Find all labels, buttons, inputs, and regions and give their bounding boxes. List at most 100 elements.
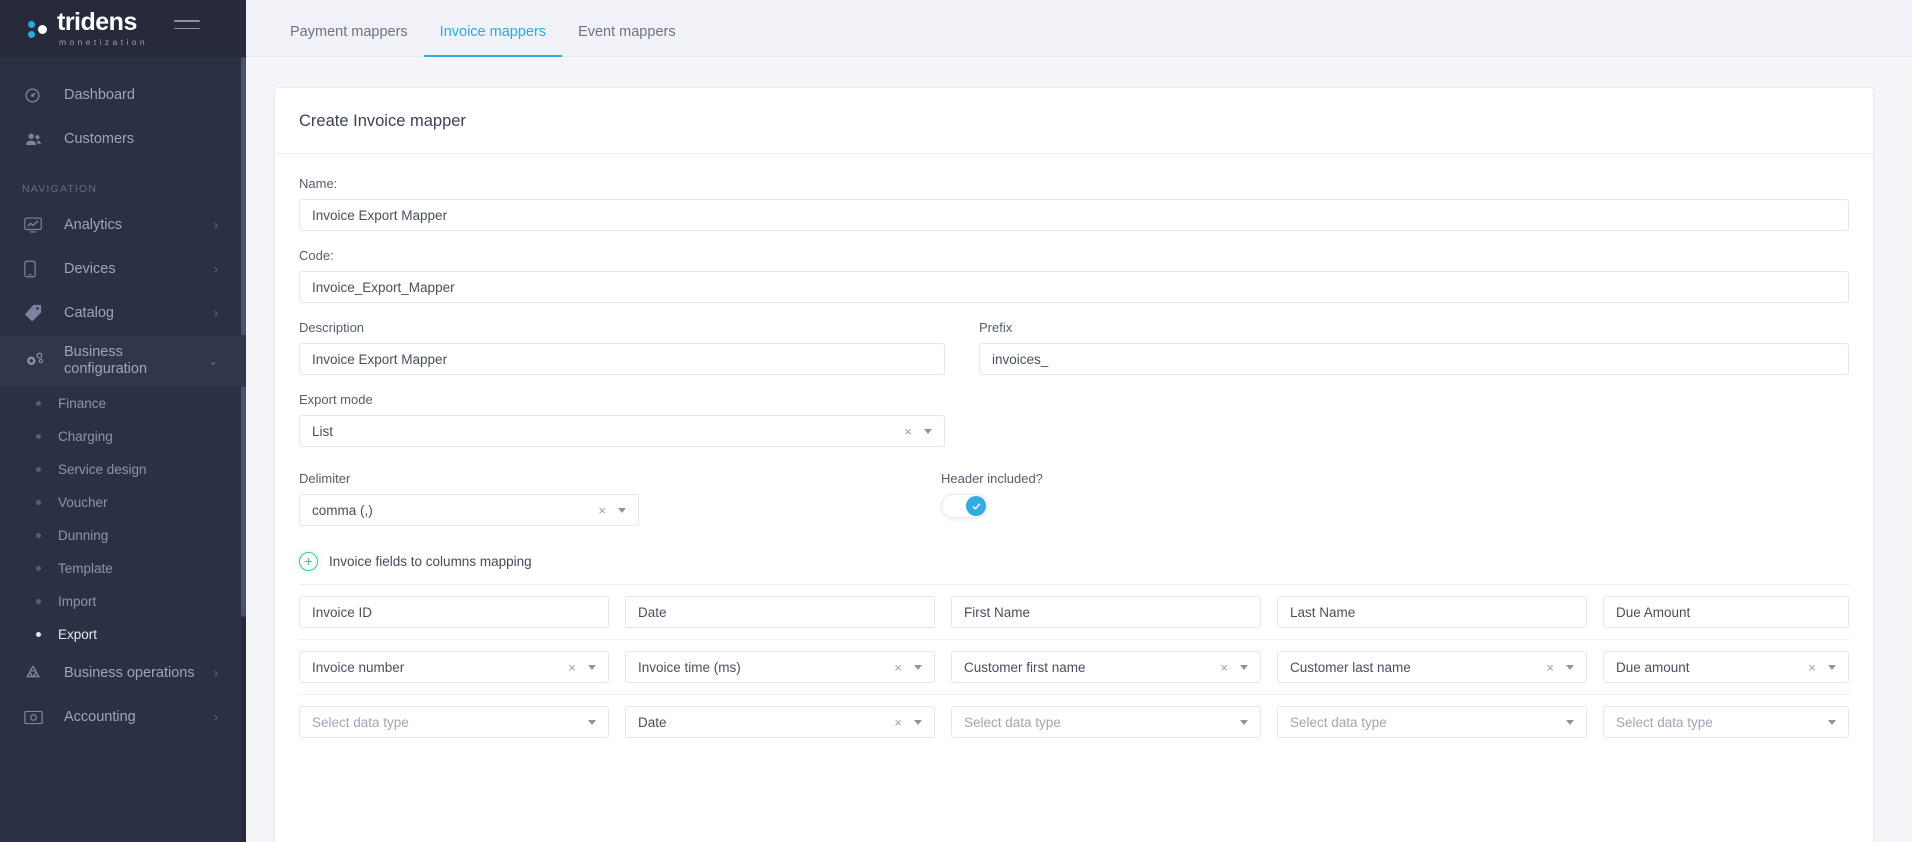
sidebar-subitem-export[interactable]: Export bbox=[0, 618, 246, 651]
sidebar-subitem-dunning[interactable]: Dunning bbox=[0, 519, 246, 552]
sidebar-subitem-import[interactable]: Import bbox=[0, 585, 246, 618]
chevron-down-icon[interactable] bbox=[1828, 664, 1836, 670]
header-included-toggle-wrap bbox=[941, 494, 1043, 518]
chevron-down-icon[interactable] bbox=[914, 719, 922, 725]
description-field-group: Description bbox=[299, 320, 945, 375]
bullet-icon bbox=[36, 566, 41, 571]
sidebar-subitem-charging[interactable]: Charging bbox=[0, 420, 246, 453]
chevron-down-icon[interactable] bbox=[1240, 719, 1248, 725]
field-select-1[interactable]: Invoice number × bbox=[299, 651, 609, 683]
clear-icon[interactable]: × bbox=[1808, 659, 1816, 675]
clear-icon[interactable]: × bbox=[1546, 659, 1554, 675]
delimiter-select[interactable]: comma (,) × bbox=[299, 494, 639, 526]
tab-invoice-mappers[interactable]: Invoice mappers bbox=[423, 24, 563, 57]
field-select-3[interactable]: Customer first name × bbox=[951, 651, 1261, 683]
clear-icon[interactable]: × bbox=[904, 423, 912, 439]
description-input[interactable] bbox=[299, 343, 945, 375]
name-input[interactable] bbox=[299, 199, 1849, 231]
chevron-down-icon[interactable] bbox=[1828, 719, 1836, 725]
sidebar-subitem-label: Charging bbox=[58, 429, 113, 444]
clear-icon[interactable]: × bbox=[568, 659, 576, 675]
chevron-down-icon[interactable] bbox=[588, 664, 596, 670]
prefix-input[interactable] bbox=[979, 343, 1849, 375]
toggle-knob bbox=[966, 496, 986, 516]
column-name-input-5[interactable] bbox=[1603, 596, 1849, 628]
sidebar-item-label: Analytics bbox=[64, 217, 123, 233]
sidebar-subitem-voucher[interactable]: Voucher bbox=[0, 486, 246, 519]
tridens-logo-icon bbox=[28, 19, 50, 39]
field-value: Customer first name bbox=[964, 659, 1086, 675]
column-name-input-2[interactable] bbox=[625, 596, 935, 628]
sidebar-subitem-finance[interactable]: Finance bbox=[0, 387, 246, 420]
data-type-select-1[interactable]: Select data type bbox=[299, 706, 609, 738]
gears-icon bbox=[24, 352, 50, 370]
data-type-select-2[interactable]: Date × bbox=[625, 706, 935, 738]
mapping-cell bbox=[625, 596, 935, 628]
field-value: Invoice time (ms) bbox=[638, 659, 741, 675]
field-select-4[interactable]: Customer last name × bbox=[1277, 651, 1587, 683]
mapping-cell: Select data type bbox=[951, 706, 1261, 738]
mapping-cell bbox=[951, 596, 1261, 628]
field-value: Invoice number bbox=[312, 659, 405, 675]
chevron-down-icon[interactable] bbox=[1566, 664, 1574, 670]
description-label: Description bbox=[299, 320, 365, 335]
hamburger-menu-icon[interactable] bbox=[174, 20, 200, 38]
sidebar-subitem-service-design[interactable]: Service design bbox=[0, 453, 246, 486]
sidebar-item-dashboard[interactable]: Dashboard bbox=[0, 73, 246, 117]
card-header: Create Invoice mapper bbox=[275, 88, 1873, 154]
bullet-icon bbox=[36, 467, 41, 472]
recycle-icon bbox=[24, 664, 50, 682]
page-title: Create Invoice mapper bbox=[299, 112, 466, 130]
sidebar-item-devices[interactable]: Devices › bbox=[0, 247, 246, 291]
clear-icon[interactable]: × bbox=[894, 659, 902, 675]
field-select-2[interactable]: Invoice time (ms) × bbox=[625, 651, 935, 683]
column-name-input-3[interactable] bbox=[951, 596, 1261, 628]
tab-event-mappers[interactable]: Event mappers bbox=[578, 24, 676, 40]
plus-circle-icon[interactable]: + bbox=[299, 552, 318, 571]
sidebar-item-catalog[interactable]: Catalog › bbox=[0, 291, 246, 335]
brand-subtitle: monetization bbox=[59, 37, 148, 48]
chevron-down-icon[interactable] bbox=[1566, 719, 1574, 725]
sidebar-subitem-label: Import bbox=[58, 594, 97, 609]
data-type-value: Select data type bbox=[964, 714, 1061, 730]
clear-icon[interactable]: × bbox=[598, 502, 606, 518]
sidebar-item-label: Accounting bbox=[64, 709, 136, 725]
sidebar-subitem-label: Voucher bbox=[58, 495, 108, 510]
data-type-select-3[interactable]: Select data type bbox=[951, 706, 1261, 738]
data-type-value: Select data type bbox=[312, 714, 409, 730]
column-name-input-1[interactable] bbox=[299, 596, 609, 628]
chevron-down-icon[interactable] bbox=[924, 428, 932, 434]
mapping-cell: Select data type bbox=[1277, 706, 1587, 738]
tab-payment-mappers[interactable]: Payment mappers bbox=[290, 24, 408, 40]
code-label: Code: bbox=[299, 248, 334, 263]
chevron-down-icon[interactable] bbox=[588, 719, 596, 725]
clear-icon[interactable]: × bbox=[894, 714, 902, 730]
bullet-icon bbox=[36, 632, 41, 637]
customers-icon bbox=[24, 131, 50, 148]
data-type-select-4[interactable]: Select data type bbox=[1277, 706, 1587, 738]
tab-bar: Payment mappers Invoice mappers Event ma… bbox=[246, 0, 1912, 57]
mapping-cell: Customer first name × bbox=[951, 651, 1261, 683]
export-mode-select[interactable]: List × bbox=[299, 415, 945, 447]
code-field-group: Code: bbox=[299, 248, 1849, 303]
export-mode-value: List bbox=[312, 423, 334, 439]
chevron-down-icon[interactable] bbox=[1240, 664, 1248, 670]
clear-icon[interactable]: × bbox=[1220, 659, 1228, 675]
sidebar-item-business-configuration[interactable]: Business configuration ⌄ bbox=[0, 335, 246, 387]
sidebar-subitem-template[interactable]: Template bbox=[0, 552, 246, 585]
sidebar-item-accounting[interactable]: Accounting › bbox=[0, 695, 246, 739]
column-name-input-4[interactable] bbox=[1277, 596, 1587, 628]
chevron-down-icon[interactable] bbox=[914, 664, 922, 670]
chevron-down-icon[interactable] bbox=[618, 507, 626, 513]
code-input[interactable] bbox=[299, 271, 1849, 303]
field-select-5[interactable]: Due amount × bbox=[1603, 651, 1849, 683]
sidebar-item-customers[interactable]: Customers bbox=[0, 117, 246, 161]
sidebar-item-business-operations[interactable]: Business operations › bbox=[0, 651, 246, 695]
delimiter-value: comma (,) bbox=[312, 502, 373, 518]
create-invoice-mapper-card: Create Invoice mapper Name: Code: bbox=[274, 87, 1874, 842]
header-included-toggle[interactable] bbox=[941, 494, 988, 518]
data-type-select-5[interactable]: Select data type bbox=[1603, 706, 1849, 738]
sidebar-item-analytics[interactable]: Analytics › bbox=[0, 203, 246, 247]
field-value: Due amount bbox=[1616, 659, 1690, 675]
